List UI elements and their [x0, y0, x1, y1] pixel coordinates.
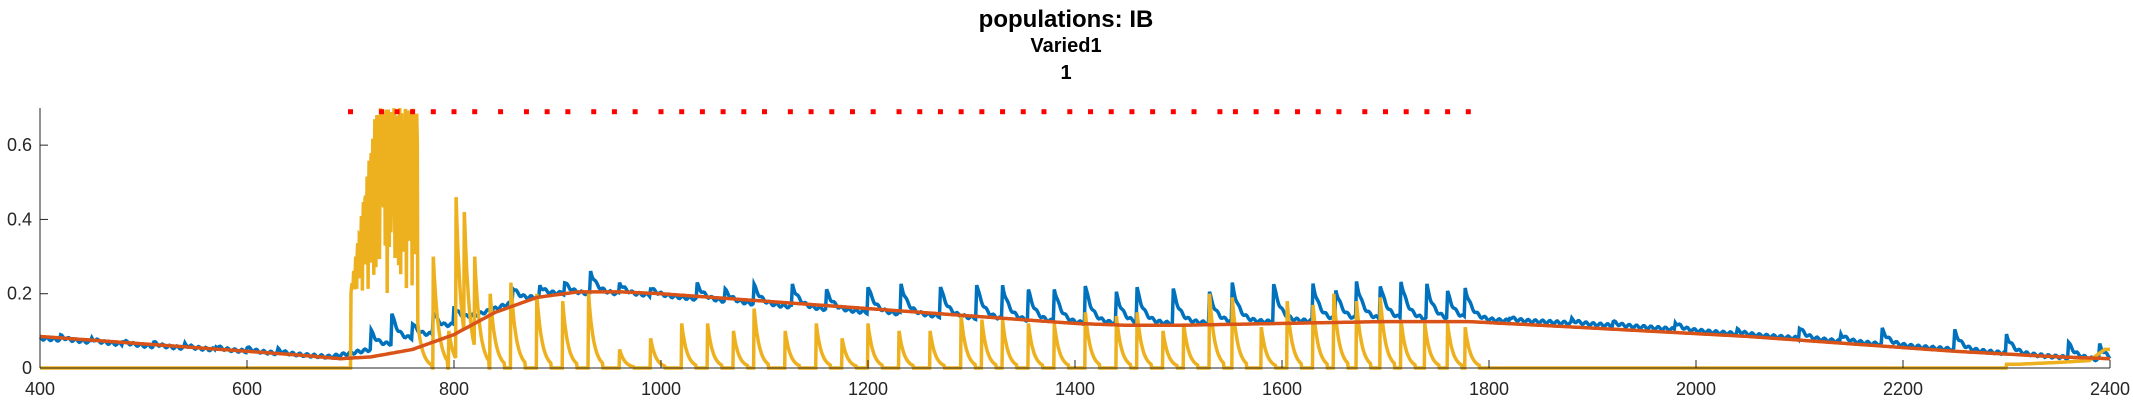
y-tick-label: 0 — [22, 358, 32, 378]
event-marker — [1000, 109, 1006, 115]
event-marker — [1465, 109, 1471, 115]
event-marker — [1232, 109, 1238, 115]
event-marker — [1445, 109, 1451, 115]
event-marker — [1191, 109, 1197, 115]
event-marker — [762, 109, 767, 115]
event-marker — [1217, 109, 1223, 115]
chart-title: populations: IB — [979, 6, 1154, 33]
y-tick-label: 0.2 — [7, 284, 32, 304]
event-marker — [1041, 109, 1047, 115]
series-line-orange — [39, 290, 2111, 361]
event-marker — [699, 109, 705, 115]
chart-subtitle: Varied1 — [1030, 35, 1101, 57]
event-marker — [658, 109, 664, 115]
event-marker — [1067, 109, 1073, 115]
event-marker — [720, 109, 726, 115]
event-marker — [1383, 109, 1388, 115]
event-marker — [1315, 109, 1321, 115]
y-tick-label: 0.6 — [7, 135, 32, 155]
event-marker — [958, 109, 964, 115]
event-marker — [394, 109, 400, 115]
marker-layer — [348, 109, 1471, 115]
event-marker — [1253, 109, 1259, 115]
event-marker — [849, 109, 855, 115]
event-marker — [896, 109, 902, 115]
event-marker — [1170, 109, 1176, 115]
event-marker — [917, 109, 923, 115]
event-marker — [410, 109, 416, 115]
x-tick-label: 1200 — [848, 379, 888, 399]
event-marker — [451, 109, 457, 115]
x-tick-label: 2200 — [1883, 379, 1923, 399]
event-marker — [498, 109, 504, 115]
event-marker — [829, 109, 835, 115]
event-marker — [1108, 109, 1114, 115]
x-tick-label: 400 — [25, 379, 55, 399]
event-marker — [1150, 109, 1156, 115]
event-marker — [787, 109, 793, 115]
event-marker — [1274, 109, 1280, 115]
event-marker — [979, 109, 985, 115]
event-marker — [1403, 109, 1409, 115]
event-marker — [348, 109, 353, 115]
event-marker — [937, 109, 943, 115]
event-marker — [870, 109, 876, 115]
event-marker — [565, 109, 571, 115]
event-marker — [1336, 109, 1342, 115]
x-tick-label: 1000 — [641, 379, 681, 399]
x-tick-label: 800 — [439, 379, 469, 399]
x-tick-label: 2400 — [2090, 379, 2130, 399]
event-marker — [808, 109, 814, 115]
event-marker — [632, 109, 638, 115]
event-marker — [1295, 109, 1301, 115]
x-tick-label: 1400 — [1055, 379, 1095, 399]
event-marker — [1129, 109, 1135, 115]
event-marker — [523, 109, 529, 115]
x-tick-label: 2000 — [1676, 379, 1716, 399]
x-tick-label: 1600 — [1262, 379, 1302, 399]
event-marker — [1088, 109, 1094, 115]
x-tick-label: 600 — [232, 379, 262, 399]
x-tick-label: 1800 — [1469, 379, 1509, 399]
event-marker — [741, 109, 747, 115]
series-layer — [38, 108, 2112, 370]
axes-layer: 400 600 800 1000 1200 1400 1600 1800 2000 2200 240… — [7, 108, 2130, 399]
chart-run-index: 1 — [1060, 62, 1071, 84]
event-marker — [1362, 109, 1368, 115]
y-tick-label: 0.4 — [7, 209, 32, 229]
event-marker — [430, 109, 436, 115]
event-marker — [1020, 109, 1026, 115]
event-marker — [611, 109, 617, 115]
event-marker — [544, 109, 550, 115]
event-marker — [1424, 109, 1430, 115]
event-marker — [679, 109, 685, 115]
event-marker — [472, 109, 478, 115]
event-marker — [591, 109, 597, 115]
event-marker — [379, 109, 385, 115]
